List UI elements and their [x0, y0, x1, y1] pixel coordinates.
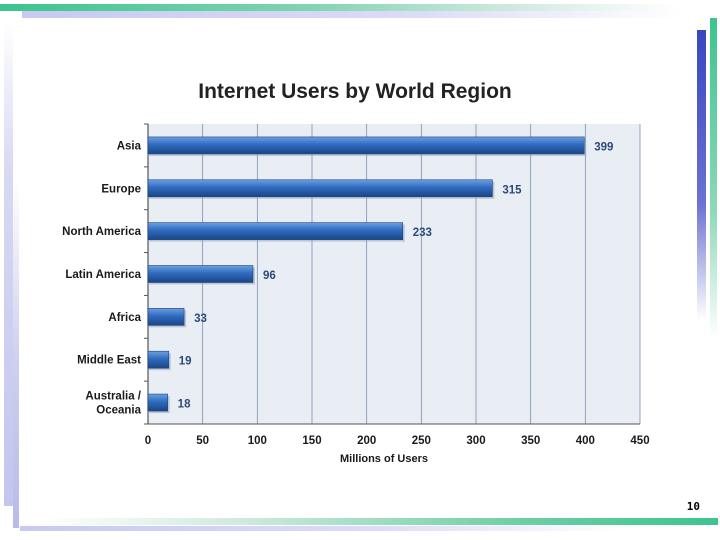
category-label: North America — [62, 226, 141, 238]
x-tick-label: 150 — [302, 435, 321, 447]
category-label: Latin America — [65, 269, 141, 281]
left-decor-bar — [4, 22, 13, 506]
bottom-decor-line-secondary — [20, 526, 620, 531]
category-label: Asia — [117, 140, 142, 152]
category-label: Europe — [101, 183, 141, 195]
category-label: Australia / Oceania — [85, 391, 141, 417]
data-labels: 399 315 233 96 33 19 18 — [178, 141, 614, 410]
bar — [147, 350, 170, 369]
data-label: 33 — [194, 313, 207, 325]
bar — [147, 308, 185, 326]
x-tick-label: 100 — [248, 435, 267, 447]
data-label: 19 — [179, 356, 192, 368]
x-tick-label: 400 — [576, 435, 595, 447]
category-label: Africa — [108, 312, 141, 324]
bar — [147, 393, 168, 412]
x-tick-label: 350 — [521, 435, 540, 447]
right-decor-bar-green — [710, 18, 717, 338]
x-tick-labels: 0 50 100 150 200 250 300 350 400 450 — [145, 435, 650, 447]
bar — [147, 179, 493, 198]
x-axis-title: Millions of Users — [340, 453, 428, 465]
page-number: 10 — [686, 500, 700, 513]
data-label: 399 — [594, 141, 613, 153]
bar — [147, 136, 585, 155]
top-decor-line — [0, 4, 678, 11]
data-label: 315 — [502, 184, 522, 196]
x-tick-label: 300 — [466, 435, 485, 447]
data-label: 18 — [178, 399, 191, 411]
bar — [147, 222, 404, 240]
gridlines — [144, 123, 641, 425]
bottom-decor-line — [40, 518, 718, 525]
bar — [147, 265, 254, 283]
x-tick-label: 0 — [145, 435, 151, 447]
bars — [147, 136, 587, 414]
left-decor-bar-secondary — [13, 180, 19, 528]
top-decor-line-secondary — [22, 11, 682, 18]
data-label: 96 — [263, 270, 276, 282]
x-tick-label: 250 — [412, 435, 431, 447]
category-labels: Asia Europe North America Latin America Afri… — [62, 140, 142, 416]
x-tick-label: 450 — [630, 435, 649, 447]
right-decor-bar-blue — [697, 30, 706, 320]
category-label: Middle East — [77, 355, 141, 367]
x-tick-label: 200 — [357, 435, 376, 447]
chart-title: Internet Users by World Region — [198, 80, 512, 103]
x-tick-label: 50 — [196, 435, 209, 447]
data-label: 233 — [413, 227, 432, 239]
